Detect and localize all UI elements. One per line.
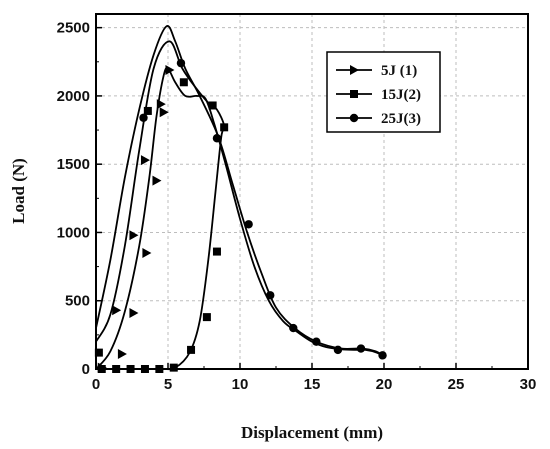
- plot-frame: [95, 13, 529, 370]
- data-point: [176, 58, 186, 68]
- data-point: [112, 305, 122, 316]
- data-point: [187, 345, 196, 354]
- data-point: [212, 134, 222, 143]
- y-tick-label: 500: [65, 293, 90, 310]
- x-tick-label: 10: [232, 376, 249, 393]
- data-point: [129, 230, 139, 241]
- legend-marker: [350, 65, 359, 75]
- y-tick-label: 2500: [57, 20, 90, 37]
- data-point: [220, 123, 229, 132]
- x-tick-label: 5: [164, 376, 172, 393]
- legend-label: 15J(2): [381, 87, 421, 103]
- data-point: [139, 113, 148, 122]
- legend-marker: [350, 90, 358, 98]
- data-point: [289, 323, 298, 333]
- data-point: [378, 351, 387, 360]
- y-tick-label: 1500: [57, 156, 90, 173]
- data-point: [140, 155, 150, 166]
- legend: 5J (1) 15J(2) 25J(3): [326, 51, 441, 133]
- x-tick-label: 20: [376, 376, 393, 393]
- y-tick-label: 0: [82, 361, 90, 378]
- data-point: [94, 348, 103, 357]
- grid-lines: [96, 14, 528, 369]
- x-tick-label: 15: [304, 376, 321, 393]
- data-point: [333, 345, 343, 355]
- axis-ticks: 0 5 10 15 20 25 30 0 500 1000 1500 2000 2500: [57, 20, 537, 393]
- data-point: [202, 313, 211, 322]
- data-point: [142, 247, 152, 258]
- data-point: [312, 337, 321, 346]
- x-axis-label: Displacement (mm): [241, 423, 383, 442]
- y-tick-label: 2000: [57, 88, 90, 105]
- data-point: [244, 220, 253, 229]
- series-2: [94, 40, 229, 373]
- y-tick-label: 1000: [57, 224, 90, 241]
- data-point: [159, 107, 169, 118]
- legend-label: 5J (1): [381, 63, 417, 79]
- legend-label: 25J(3): [381, 111, 421, 127]
- data-point: [129, 308, 139, 319]
- data-point: [143, 106, 152, 115]
- data-point: [179, 78, 188, 87]
- data-point: [356, 344, 366, 353]
- data-point: [117, 348, 127, 359]
- x-tick-label: 25: [448, 376, 465, 393]
- data-point: [156, 99, 166, 110]
- legend-marker: [349, 113, 359, 123]
- data-point: [169, 363, 178, 372]
- data-point: [212, 247, 221, 256]
- x-tick-label: 30: [520, 376, 537, 393]
- x-tick-label: 0: [92, 376, 100, 393]
- data-point: [152, 175, 162, 186]
- data-point: [165, 64, 175, 75]
- data-point: [208, 101, 217, 110]
- series-3: [95, 25, 387, 360]
- data-point: [266, 291, 275, 300]
- y-axis-label: Load (N): [9, 158, 28, 224]
